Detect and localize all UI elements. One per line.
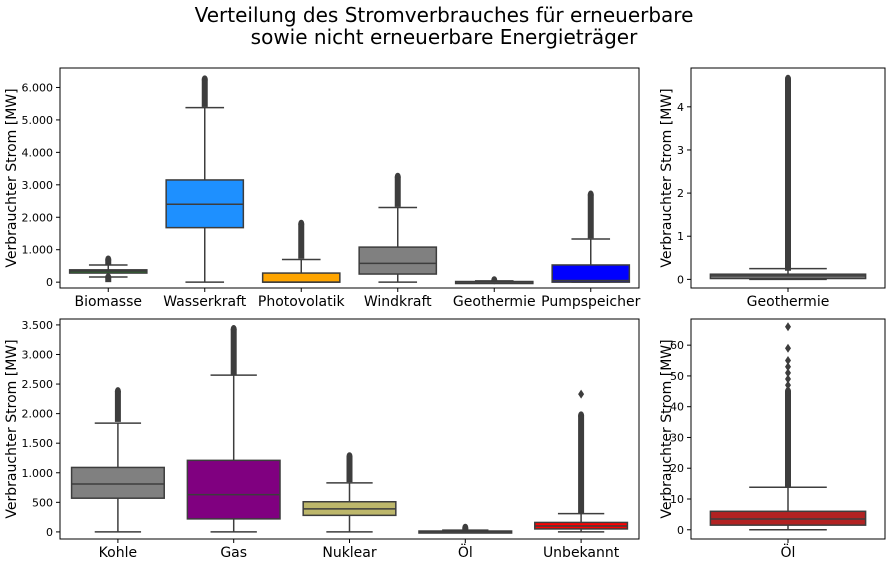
figure-title-line1: Verteilung des Stromverbrauches für erne… (195, 3, 694, 27)
x-tick-label: Photovolatik (258, 294, 346, 310)
outlier-point (114, 387, 121, 396)
box-windkraft (358, 172, 438, 283)
outlier-point (587, 190, 594, 199)
x-tick-label: Öl (781, 543, 796, 561)
outlier-point (105, 255, 112, 264)
y-tick-label: 40 (670, 401, 684, 414)
y-tick-label: 10 (670, 493, 684, 506)
box-unbekannt (534, 389, 629, 533)
y-tick-label: 0 (46, 276, 53, 289)
outlier-point (785, 343, 791, 353)
outlier-point (785, 380, 791, 390)
x-tick-label: Gas (220, 545, 247, 561)
y-axis-label: Verbrauchter Strom [MW] (659, 339, 675, 518)
y-tick-label: 0 (677, 524, 684, 537)
outlier-point (785, 368, 791, 378)
iqr-box (551, 264, 631, 283)
axes-frame (59, 318, 640, 540)
x-tick-label: Geothermie (747, 294, 830, 310)
iqr-box (358, 246, 438, 275)
outlier-point (785, 322, 791, 332)
outlier-point (785, 356, 791, 366)
outlier-point (785, 74, 791, 83)
box-wasserkraft (165, 75, 245, 283)
y-tick-label: 2.000 (22, 211, 54, 224)
outlier-point (785, 387, 791, 396)
box-geothermie (454, 276, 534, 285)
outlier-point (346, 452, 353, 461)
chart-panels: 01.0002.0003.0004.0005.0006.000Verbrauch… (4, 67, 886, 561)
y-tick-label: 5.000 (22, 114, 54, 127)
box-gas (186, 325, 281, 533)
x-tick-label: Geothermie (453, 294, 536, 310)
y-tick-label: 2.500 (22, 378, 54, 391)
box-photovolatik (261, 219, 341, 283)
y-tick-label: 2 (677, 187, 684, 200)
y-tick-label: 4.000 (22, 146, 54, 159)
outlier-point (462, 523, 469, 532)
y-tick-label: 20 (670, 462, 684, 475)
y-tick-label: 4 (677, 101, 684, 114)
y-tick-label: 50 (670, 370, 684, 383)
renewables-panel: 0 1.000 2.000 3.000 4.000 5.000 6.000Verbrauch… (4, 67, 641, 310)
y-tick-label: 1.000 (22, 467, 54, 480)
outlier-point (785, 362, 791, 372)
x-tick-label: Nuklear (322, 545, 377, 561)
outlier-point (298, 219, 305, 228)
y-tick-label: 0 (46, 526, 53, 539)
box-öl (709, 322, 867, 531)
box-kohle (70, 387, 165, 533)
axes-frame (59, 67, 640, 289)
box-öl (418, 523, 513, 534)
iqr-box (70, 466, 165, 499)
x-tick-label: Biomasse (75, 294, 142, 310)
outlier-point (105, 273, 112, 282)
y-tick-label: 60 (670, 339, 684, 352)
axes-frame (690, 67, 886, 289)
y-axis-label: Verbrauchter Strom [MW] (4, 339, 20, 518)
y-tick-label: 3.000 (22, 179, 54, 192)
outlier-point (394, 172, 401, 181)
y-tick-label: 1.500 (22, 437, 54, 450)
outlier-point (230, 325, 237, 334)
box-geothermie (709, 74, 867, 281)
box-biomasse (68, 255, 148, 283)
y-tick-label: 3.000 (22, 348, 54, 361)
outlier-point (578, 411, 585, 420)
y-tick-label: 2.000 (22, 408, 54, 421)
outlier-point (201, 75, 208, 84)
y-tick-label: 500 (32, 496, 53, 509)
axes-frame (690, 318, 886, 540)
y-tick-label: 6.000 (22, 81, 54, 94)
y-tick-label: 0 (677, 273, 684, 286)
y-tick-label: 1 (677, 230, 684, 243)
x-tick-label: Öl (458, 543, 473, 561)
x-tick-label: Windkraft (364, 294, 432, 310)
nonrenewables-panel: 0 500 1.000 1.500 2.000 2.500 3.000 3.500Verbra… (4, 318, 640, 561)
box-pumpspeicher (551, 190, 631, 283)
box-nuklear (302, 452, 397, 533)
iqr-box (709, 510, 867, 526)
outlier-point (785, 374, 791, 384)
y-tick-label: 1.000 (22, 244, 54, 257)
y-tick-label: 30 (670, 431, 684, 444)
y-tick-label: 3 (677, 144, 684, 157)
x-tick-label: Unbekannt (543, 545, 620, 561)
x-tick-label: Kohle (99, 545, 137, 561)
y-axis-label: Verbrauchter Strom [MW] (4, 88, 20, 267)
figure-title-line2: sowie nicht erneuerbare Energieträger (251, 25, 638, 49)
x-tick-label: Pumpspeicher (541, 294, 640, 310)
iqr-box (186, 459, 281, 520)
y-axis-label: Verbrauchter Strom [MW] (659, 88, 675, 267)
y-tick-label: 3.500 (22, 319, 54, 332)
outlier-point (578, 389, 585, 399)
iqr-box (261, 272, 341, 283)
x-tick-label: Wasserkraft (163, 294, 247, 310)
